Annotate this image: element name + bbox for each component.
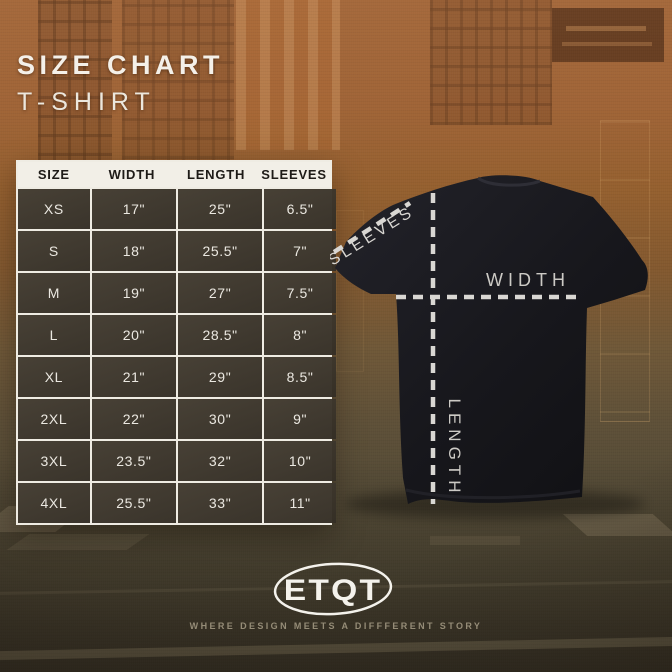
page-title: SIZE CHART xyxy=(17,50,224,80)
cell-width: 23.5" xyxy=(91,441,176,481)
cell-size: S xyxy=(18,231,90,271)
crosswalk-stripe xyxy=(6,534,150,550)
cell-length: 25.5" xyxy=(177,231,263,271)
tshirt-illustration: SLEEVES WIDTH LENGTH xyxy=(330,175,648,519)
billboard-sign xyxy=(552,8,664,62)
cell-width: 19" xyxy=(91,273,176,313)
cell-width: 25.5" xyxy=(91,483,176,523)
curb-line xyxy=(0,636,672,661)
cell-size: 2XL xyxy=(18,399,90,439)
cell-sleeves: 8" xyxy=(264,315,336,355)
table-row: 2XL 22" 30" 9" xyxy=(18,399,336,439)
cell-size: XS xyxy=(18,189,90,229)
page-subtitle: T-SHIRT xyxy=(17,88,156,116)
cell-length: 32" xyxy=(177,441,263,481)
brand-name: ETQT xyxy=(284,573,383,607)
cell-sleeves: 11" xyxy=(264,483,336,523)
brand-tagline: WHERE DESIGN MEETS A DIFFFERENT STORY xyxy=(189,621,483,631)
cell-width: 21" xyxy=(91,357,176,397)
column-header-width: WIDTH xyxy=(108,167,156,182)
table-row: S 18" 25.5" 7" xyxy=(18,231,336,271)
column-header-size: SIZE xyxy=(37,167,70,182)
table-row: 3XL 23.5" 32" 10" xyxy=(18,441,336,481)
width-label: WIDTH xyxy=(486,270,570,290)
cell-width: 22" xyxy=(91,399,176,439)
brand-logo: ETQT xyxy=(273,562,393,616)
cell-length: 25" xyxy=(177,189,263,229)
cell-sleeves: 10" xyxy=(264,441,336,481)
collar-seam xyxy=(477,176,541,187)
table-row: L 20" 28.5" 8" xyxy=(18,315,336,355)
cell-width: 20" xyxy=(91,315,176,355)
table-body: XS 17" 25" 6.5" S 18" 25.5" 7" M 19" 27"… xyxy=(18,187,336,523)
length-label: LENGTH xyxy=(445,399,464,498)
cell-size: M xyxy=(18,273,90,313)
logo-ellipse xyxy=(273,562,393,616)
cell-sleeves: 8.5" xyxy=(264,357,336,397)
cell-size: L xyxy=(18,315,90,355)
table-header-row: SIZE WIDTH LENGTH SLEEVES xyxy=(18,162,330,187)
cell-length: 30" xyxy=(177,399,263,439)
cell-length: 28.5" xyxy=(177,315,263,355)
table-row: M 19" 27" 7.5" xyxy=(18,273,336,313)
column-header-sleeves: SLEEVES xyxy=(261,167,327,182)
tshirt-silhouette xyxy=(335,175,648,505)
building-silhouette xyxy=(430,0,552,125)
cell-width: 18" xyxy=(91,231,176,271)
storefront-signs xyxy=(236,0,340,150)
column-header-length: LENGTH xyxy=(186,167,246,182)
cell-size: 4XL xyxy=(18,483,90,523)
cell-length: 29" xyxy=(177,357,263,397)
title-block: SIZE CHART T-SHIRT xyxy=(17,50,224,117)
table-row: XL 21" 29" 8.5" xyxy=(18,357,336,397)
table-row: XS 17" 25" 6.5" xyxy=(18,189,336,229)
cell-size: XL xyxy=(18,357,90,397)
cell-length: 33" xyxy=(177,483,263,523)
cell-length: 27" xyxy=(177,273,263,313)
cell-width: 17" xyxy=(91,189,176,229)
sleeves-dash-line xyxy=(332,201,412,254)
size-chart-table: SIZE WIDTH LENGTH SLEEVES XS 17" 25" 6.5… xyxy=(16,160,336,525)
cell-sleeves: 9" xyxy=(264,399,336,439)
cell-sleeves: 7.5" xyxy=(264,273,336,313)
table-row: 4XL 25.5" 33" 11" xyxy=(18,483,336,523)
cell-sleeves: 7" xyxy=(264,231,336,271)
hem-fold xyxy=(405,488,581,500)
cell-size: 3XL xyxy=(18,441,90,481)
cell-sleeves: 6.5" xyxy=(264,189,336,229)
